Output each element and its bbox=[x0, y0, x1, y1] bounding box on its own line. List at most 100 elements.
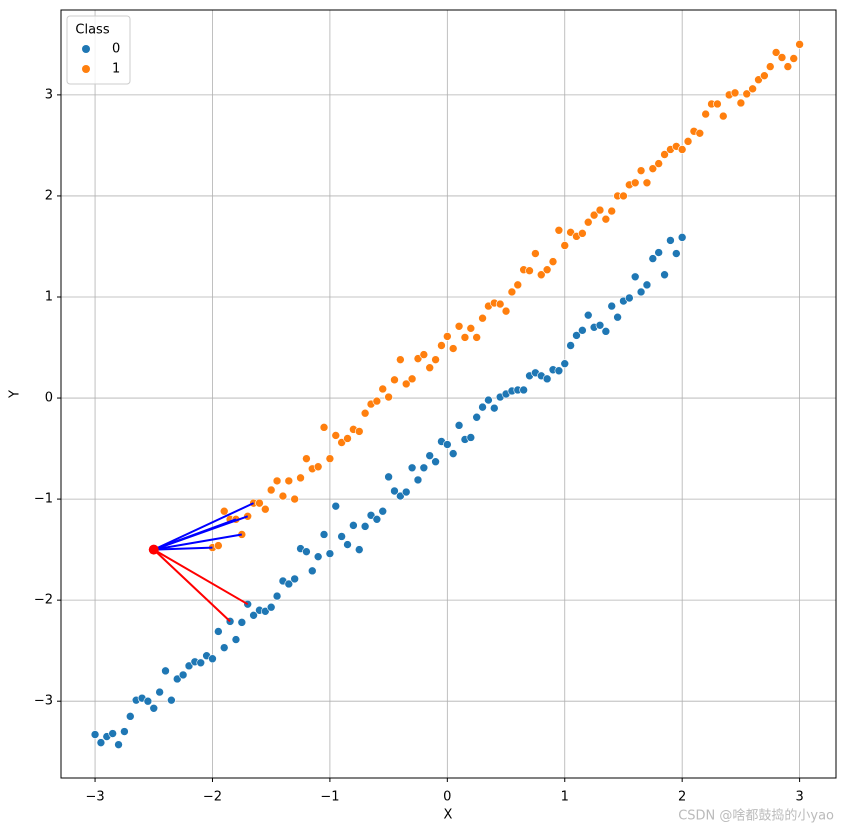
neighbor-line bbox=[153, 546, 213, 551]
point bbox=[448, 449, 458, 458]
point bbox=[307, 566, 317, 576]
point bbox=[284, 476, 294, 486]
point bbox=[337, 532, 346, 541]
legend-marker bbox=[82, 65, 90, 73]
point bbox=[290, 574, 299, 584]
point bbox=[771, 48, 781, 57]
point bbox=[120, 727, 129, 736]
point bbox=[96, 738, 106, 747]
y-tick-label: −1 bbox=[34, 492, 53, 507]
point bbox=[666, 236, 675, 245]
y-tick-label: −3 bbox=[34, 694, 53, 709]
point bbox=[613, 312, 622, 322]
point bbox=[636, 287, 646, 297]
neighbor-line bbox=[153, 502, 254, 551]
point bbox=[296, 473, 305, 483]
point bbox=[677, 233, 687, 242]
legend-label: 0 bbox=[112, 42, 120, 57]
point bbox=[261, 606, 270, 616]
point bbox=[630, 178, 640, 188]
point bbox=[331, 501, 341, 511]
point bbox=[360, 522, 370, 531]
legend-marker bbox=[82, 45, 90, 53]
point bbox=[419, 463, 429, 473]
x-tick-label: 0 bbox=[443, 790, 451, 805]
point bbox=[302, 547, 311, 556]
x-tick-label: 1 bbox=[561, 790, 569, 805]
point bbox=[313, 552, 323, 561]
point bbox=[513, 280, 523, 290]
point bbox=[419, 350, 429, 359]
y-tick-label: 2 bbox=[45, 188, 53, 203]
neighbor-line bbox=[153, 548, 231, 623]
point bbox=[560, 359, 570, 368]
point bbox=[489, 403, 499, 413]
point bbox=[542, 374, 552, 384]
point bbox=[460, 333, 470, 342]
point bbox=[396, 491, 405, 501]
neighbor-line bbox=[153, 548, 249, 606]
point bbox=[366, 510, 376, 520]
point bbox=[607, 206, 617, 216]
point bbox=[108, 729, 117, 738]
point bbox=[554, 225, 564, 235]
point bbox=[795, 40, 804, 49]
point bbox=[396, 355, 405, 364]
y-tick-label: −2 bbox=[34, 593, 53, 608]
point bbox=[143, 696, 153, 706]
y-tick-label: 1 bbox=[45, 289, 53, 304]
point bbox=[249, 611, 258, 620]
x-tick-label: −2 bbox=[203, 790, 222, 805]
point bbox=[354, 427, 364, 436]
point bbox=[378, 384, 388, 394]
point bbox=[425, 363, 435, 373]
point bbox=[595, 205, 605, 215]
point bbox=[272, 476, 282, 486]
point bbox=[384, 392, 393, 402]
point bbox=[754, 75, 763, 85]
point bbox=[554, 366, 564, 376]
point bbox=[425, 451, 435, 460]
point bbox=[431, 355, 440, 364]
point bbox=[313, 462, 323, 472]
point bbox=[372, 515, 382, 524]
point bbox=[325, 454, 335, 463]
point bbox=[507, 287, 517, 297]
point bbox=[501, 306, 511, 316]
point bbox=[155, 687, 164, 697]
point bbox=[354, 545, 364, 554]
point bbox=[536, 270, 546, 280]
point bbox=[390, 486, 399, 496]
point bbox=[401, 379, 411, 389]
point bbox=[437, 341, 446, 350]
point bbox=[266, 485, 276, 495]
point bbox=[783, 62, 793, 71]
point bbox=[495, 299, 505, 309]
point bbox=[660, 150, 669, 159]
point bbox=[401, 487, 411, 497]
point bbox=[642, 178, 652, 188]
plot-frame bbox=[60, 9, 837, 779]
point bbox=[167, 695, 176, 705]
point bbox=[625, 293, 634, 303]
point bbox=[636, 166, 646, 175]
point bbox=[114, 740, 123, 749]
point bbox=[413, 354, 423, 363]
point bbox=[677, 145, 687, 154]
point bbox=[742, 89, 752, 99]
point bbox=[765, 62, 775, 71]
point bbox=[730, 88, 740, 98]
point bbox=[454, 321, 464, 331]
point bbox=[208, 654, 217, 664]
point bbox=[384, 472, 393, 482]
point bbox=[378, 506, 388, 516]
point bbox=[472, 333, 481, 342]
point bbox=[90, 730, 100, 739]
point bbox=[407, 374, 417, 384]
point bbox=[454, 421, 464, 430]
point bbox=[302, 454, 311, 463]
x-tick-label: −3 bbox=[85, 790, 104, 805]
point bbox=[572, 331, 581, 340]
point bbox=[407, 463, 417, 473]
